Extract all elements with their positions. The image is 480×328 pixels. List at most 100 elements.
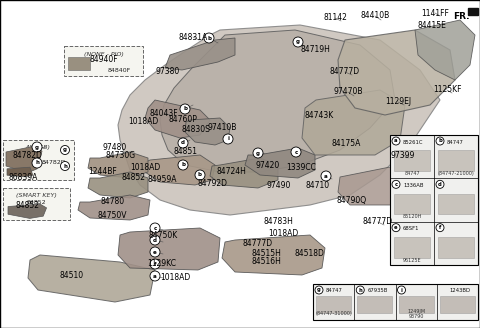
Text: i: i bbox=[401, 288, 402, 293]
Text: 84415E: 84415E bbox=[418, 22, 446, 31]
Text: d: d bbox=[438, 182, 442, 187]
Bar bbox=[3, 188, 70, 220]
Bar bbox=[64, 46, 143, 76]
Text: 97420: 97420 bbox=[256, 161, 280, 171]
Text: e: e bbox=[394, 225, 398, 230]
Bar bbox=[316, 296, 351, 313]
Circle shape bbox=[392, 180, 400, 188]
Circle shape bbox=[180, 104, 190, 114]
Text: g: g bbox=[296, 39, 300, 45]
Text: 1339CC: 1339CC bbox=[286, 162, 316, 172]
Text: 84782D: 84782D bbox=[42, 159, 66, 165]
Text: b: b bbox=[183, 107, 187, 112]
Text: 85261C: 85261C bbox=[403, 139, 423, 145]
Text: f: f bbox=[154, 261, 156, 266]
Text: 84852: 84852 bbox=[121, 174, 145, 182]
Circle shape bbox=[223, 134, 233, 144]
Text: 84043F: 84043F bbox=[150, 109, 178, 117]
Circle shape bbox=[178, 138, 188, 148]
Polygon shape bbox=[222, 235, 325, 275]
Circle shape bbox=[150, 259, 160, 269]
Text: 1018AD: 1018AD bbox=[268, 229, 298, 237]
Circle shape bbox=[195, 170, 205, 180]
Bar bbox=[394, 150, 430, 171]
Text: 96125E: 96125E bbox=[403, 257, 421, 262]
Text: 97470B: 97470B bbox=[333, 88, 363, 96]
Text: 84831A: 84831A bbox=[179, 32, 208, 42]
Text: b: b bbox=[438, 138, 442, 144]
Circle shape bbox=[150, 271, 160, 281]
Circle shape bbox=[436, 180, 444, 188]
Text: i: i bbox=[227, 136, 229, 141]
Circle shape bbox=[392, 137, 400, 145]
Polygon shape bbox=[145, 100, 210, 138]
Polygon shape bbox=[185, 118, 230, 145]
Text: 84780: 84780 bbox=[101, 196, 125, 206]
Text: 84719H: 84719H bbox=[300, 46, 330, 54]
Text: FR.: FR. bbox=[454, 12, 470, 21]
Text: 84747: 84747 bbox=[447, 139, 464, 145]
Text: 84783H: 84783H bbox=[263, 217, 293, 227]
Text: 84175A: 84175A bbox=[331, 138, 360, 148]
Bar bbox=[357, 296, 392, 313]
Text: 84410B: 84410B bbox=[360, 11, 390, 20]
Polygon shape bbox=[118, 25, 440, 215]
Circle shape bbox=[436, 224, 444, 232]
Text: g: g bbox=[317, 288, 321, 293]
Text: a: a bbox=[394, 138, 398, 144]
Text: 84516H: 84516H bbox=[251, 256, 281, 265]
Text: 1018AD: 1018AD bbox=[128, 116, 158, 126]
Bar bbox=[3, 140, 74, 180]
Text: (WISSB): (WISSB) bbox=[26, 145, 51, 150]
Text: h: h bbox=[359, 288, 362, 293]
Bar bbox=[398, 296, 433, 313]
Circle shape bbox=[291, 147, 301, 157]
Text: 84743K: 84743K bbox=[304, 112, 334, 120]
Text: 67935B: 67935B bbox=[367, 289, 388, 294]
Text: c: c bbox=[294, 150, 298, 154]
Text: g: g bbox=[63, 148, 67, 153]
Polygon shape bbox=[165, 38, 235, 70]
Text: b: b bbox=[198, 173, 202, 177]
Text: 84515H: 84515H bbox=[251, 249, 281, 257]
Text: 84782D: 84782D bbox=[12, 151, 42, 159]
Bar bbox=[440, 296, 475, 313]
Circle shape bbox=[150, 247, 160, 257]
Polygon shape bbox=[338, 30, 455, 115]
Text: b: b bbox=[181, 162, 185, 168]
Circle shape bbox=[356, 286, 364, 294]
Text: 97380: 97380 bbox=[156, 68, 180, 76]
Polygon shape bbox=[118, 228, 220, 270]
Text: 97399: 97399 bbox=[391, 151, 415, 159]
Polygon shape bbox=[210, 158, 278, 188]
Polygon shape bbox=[415, 20, 475, 80]
Text: h: h bbox=[35, 160, 39, 166]
Circle shape bbox=[32, 158, 42, 168]
Circle shape bbox=[397, 286, 406, 294]
Text: 85120H: 85120H bbox=[402, 214, 422, 219]
Text: 97490: 97490 bbox=[267, 181, 291, 191]
Text: a: a bbox=[324, 174, 328, 178]
Text: 84777D: 84777D bbox=[330, 68, 360, 76]
Polygon shape bbox=[88, 172, 148, 198]
Circle shape bbox=[253, 148, 263, 158]
Circle shape bbox=[293, 37, 303, 47]
Text: 68SF1: 68SF1 bbox=[403, 226, 420, 231]
Circle shape bbox=[60, 161, 70, 171]
Polygon shape bbox=[6, 146, 42, 173]
Text: 84724H: 84724H bbox=[216, 168, 246, 176]
Text: c: c bbox=[395, 182, 397, 187]
Text: 84750K: 84750K bbox=[148, 231, 178, 239]
Text: b: b bbox=[207, 35, 211, 40]
Circle shape bbox=[178, 160, 188, 170]
Text: g: g bbox=[256, 151, 260, 155]
Circle shape bbox=[204, 33, 214, 43]
Text: 84747: 84747 bbox=[404, 171, 420, 176]
Text: 84792D: 84792D bbox=[197, 178, 227, 188]
Text: 84710: 84710 bbox=[306, 180, 330, 190]
Text: 1243BD: 1243BD bbox=[450, 289, 471, 294]
Circle shape bbox=[321, 171, 331, 181]
Text: f: f bbox=[439, 225, 441, 230]
Bar bbox=[68, 56, 90, 70]
Polygon shape bbox=[302, 90, 405, 155]
